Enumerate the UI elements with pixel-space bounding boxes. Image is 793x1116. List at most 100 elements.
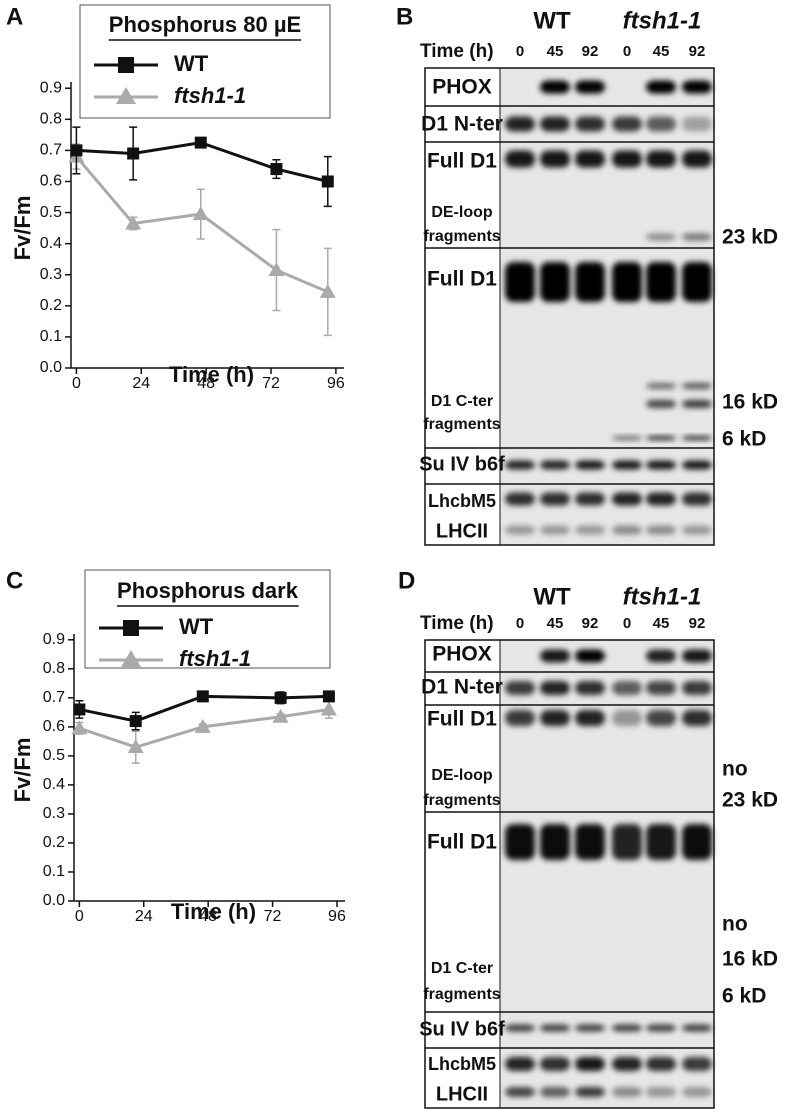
band xyxy=(646,824,676,860)
legend-marker xyxy=(118,57,134,73)
lane-time: 92 xyxy=(689,615,706,632)
y-axis-label: Fv/Fm xyxy=(10,738,35,803)
row-label: D1 N-ter xyxy=(421,676,503,699)
band xyxy=(505,262,535,302)
blot-frame xyxy=(424,639,715,1109)
x-tick-label: 72 xyxy=(262,375,280,392)
row-label: LhcbM5 xyxy=(428,1054,496,1074)
band xyxy=(540,649,570,663)
band xyxy=(612,710,642,726)
lane-time: 0 xyxy=(623,615,631,632)
band xyxy=(612,116,642,132)
band xyxy=(646,1087,676,1097)
legend-label: WT xyxy=(179,614,214,639)
group-label: WT xyxy=(533,583,571,610)
band xyxy=(575,525,605,535)
size-label: no xyxy=(722,758,748,781)
band xyxy=(540,525,570,535)
marker xyxy=(194,136,207,149)
lane-time: 92 xyxy=(582,615,599,632)
lane-time: 45 xyxy=(653,615,670,632)
y-tick-label: 0.8 xyxy=(40,111,62,128)
band xyxy=(575,649,605,663)
row-label: fragments xyxy=(423,792,500,809)
band xyxy=(682,150,712,168)
band xyxy=(575,460,605,470)
group-label: WT xyxy=(533,7,571,34)
marker xyxy=(319,283,336,298)
marker xyxy=(196,690,209,703)
band xyxy=(682,649,712,663)
marker xyxy=(125,215,142,230)
band xyxy=(612,1057,642,1071)
band xyxy=(575,1024,605,1032)
row-label: PHOX xyxy=(432,76,492,99)
y-tick-label: 0.8 xyxy=(43,660,65,677)
x-tick-label: 96 xyxy=(328,908,346,925)
band xyxy=(540,1057,570,1071)
time-label: Time (h) xyxy=(420,41,494,62)
y-tick-label: 0.2 xyxy=(40,297,62,314)
band xyxy=(682,1057,712,1071)
band xyxy=(682,116,712,132)
marker xyxy=(129,715,142,728)
band xyxy=(646,150,676,168)
band xyxy=(646,436,676,440)
band xyxy=(575,80,605,94)
band xyxy=(575,1087,605,1097)
band xyxy=(575,150,605,168)
y-tick-label: 0.2 xyxy=(43,834,65,851)
band xyxy=(646,233,676,241)
y-tick-label: 0.6 xyxy=(40,173,62,190)
band xyxy=(612,525,642,535)
row-label: LHCII xyxy=(436,1083,488,1105)
band xyxy=(575,1057,605,1071)
legend-label: ftsh1-1 xyxy=(174,83,246,108)
row-label: DE-loop xyxy=(431,204,493,221)
blot-frame xyxy=(424,67,715,546)
band xyxy=(505,824,535,860)
band xyxy=(612,262,642,302)
band xyxy=(540,150,570,168)
row-label: Full D1 xyxy=(427,708,497,731)
band xyxy=(612,681,642,695)
row-label: fragments xyxy=(423,228,500,245)
y-tick-label: 0.4 xyxy=(40,235,62,252)
y-tick-label: 0.7 xyxy=(43,689,65,706)
band xyxy=(682,1087,712,1097)
lane-time: 45 xyxy=(547,43,564,60)
band xyxy=(682,80,712,94)
band xyxy=(505,1024,535,1032)
band xyxy=(646,1057,676,1071)
row-label: Su IV b6f xyxy=(419,1018,505,1040)
size-label: 16 kD xyxy=(722,391,778,414)
y-tick-label: 0.0 xyxy=(40,359,62,376)
band xyxy=(575,681,605,695)
legend-label: WT xyxy=(174,51,209,76)
band xyxy=(682,400,712,408)
panel-label: C xyxy=(6,567,23,594)
band xyxy=(575,262,605,302)
lane-time: 45 xyxy=(653,43,670,60)
marker xyxy=(194,718,211,733)
y-tick-label: 0.3 xyxy=(43,805,65,822)
size-label: 23 kD xyxy=(722,789,778,812)
band xyxy=(505,116,535,132)
marker xyxy=(268,262,285,277)
band xyxy=(646,525,676,535)
size-label: 23 kD xyxy=(722,226,778,249)
band xyxy=(682,492,712,506)
band xyxy=(540,116,570,132)
band xyxy=(540,460,570,470)
panel-label: A xyxy=(6,3,23,30)
x-tick-label: 24 xyxy=(132,375,150,392)
row-label: D1 N-ter xyxy=(421,113,503,136)
marker xyxy=(71,720,88,735)
band xyxy=(505,1057,535,1071)
band xyxy=(682,383,712,389)
size-label: 6 kD xyxy=(722,428,766,451)
band xyxy=(505,710,535,726)
lane-time: 0 xyxy=(623,43,631,60)
x-tick-label: 0 xyxy=(75,908,84,925)
y-tick-label: 0.9 xyxy=(40,79,62,96)
